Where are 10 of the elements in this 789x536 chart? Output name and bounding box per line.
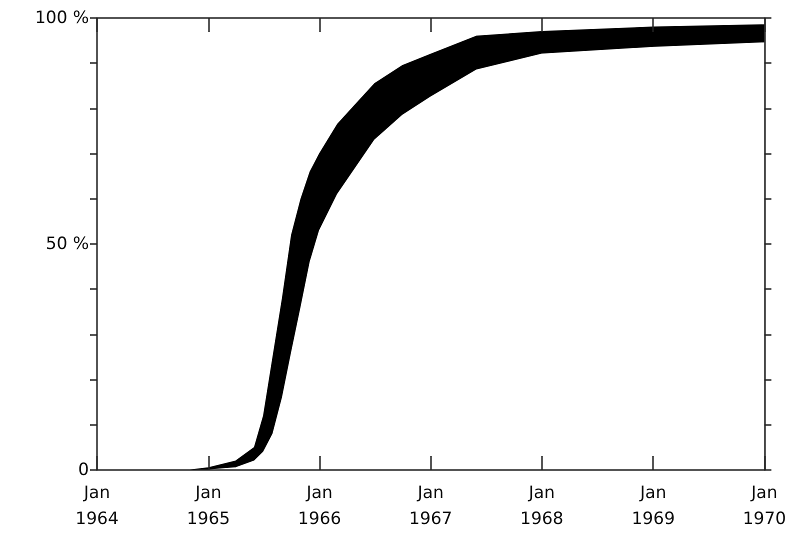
x-tick-label: Jan 1967 — [409, 483, 452, 529]
y-tick-label: 100 % — [34, 8, 89, 28]
y-tick-label: 50 % — [46, 234, 89, 254]
y-tick-label: 0 — [78, 460, 89, 480]
x-tick-label: Jan 1966 — [298, 483, 342, 529]
x-tick-label: Jan 1965 — [186, 483, 230, 529]
x-tick-label: Jan 1969 — [632, 483, 675, 529]
x-tick-label: Jan 1964 — [75, 483, 119, 529]
x-tick-label: Jan 1970 — [742, 483, 786, 529]
x-tick-label: Jan 1968 — [520, 483, 564, 529]
